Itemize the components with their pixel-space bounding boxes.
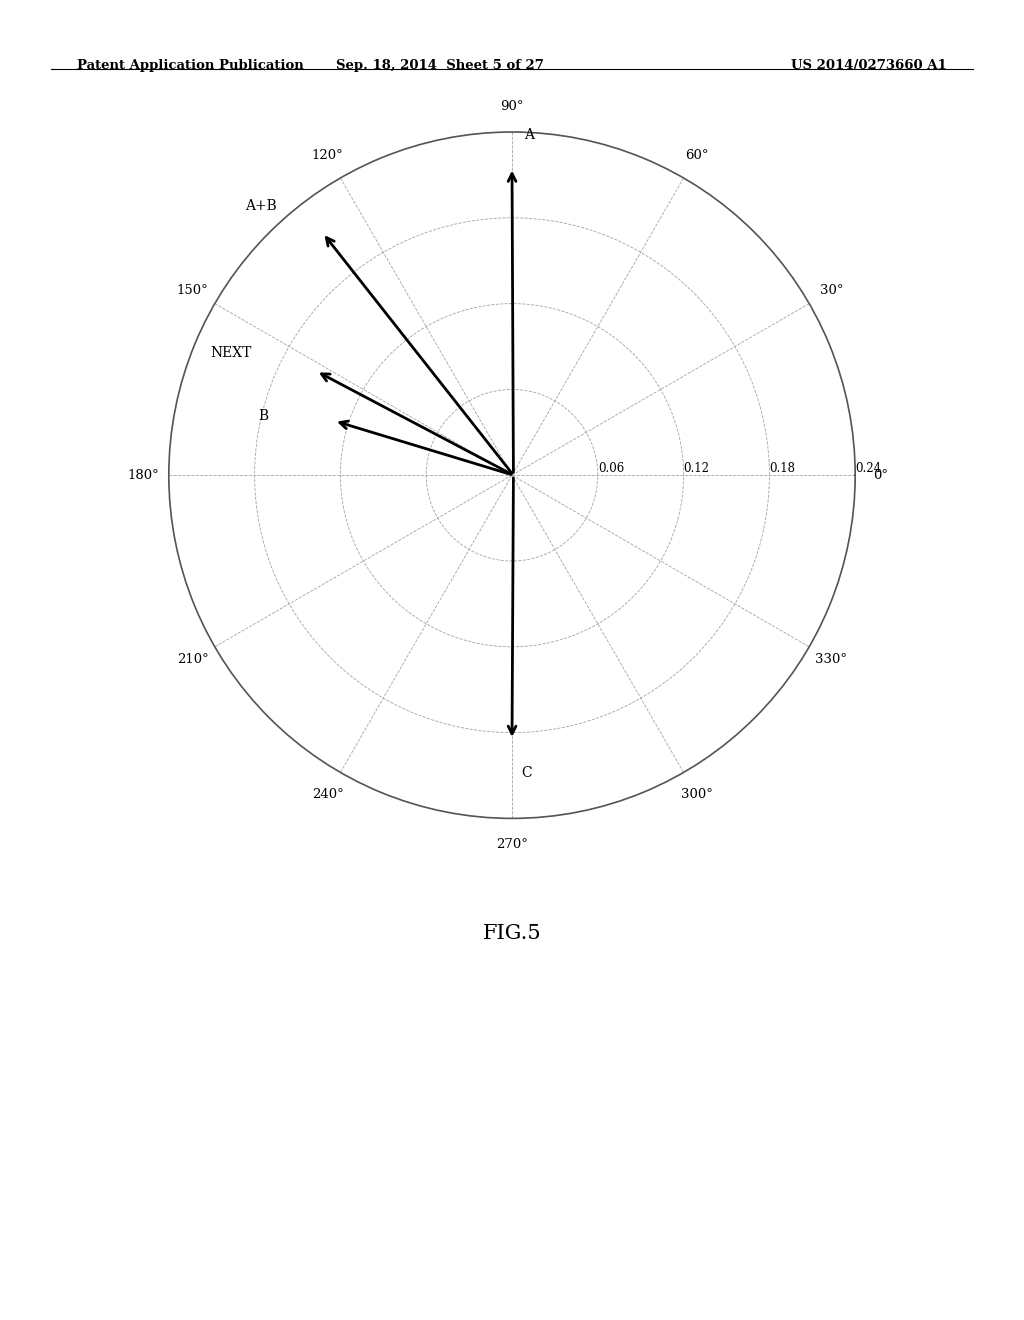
Text: FIG.5: FIG.5 [482, 924, 542, 942]
Text: B: B [258, 409, 268, 422]
Text: NEXT: NEXT [211, 346, 252, 360]
Text: A: A [524, 128, 535, 141]
Text: A+B: A+B [245, 199, 276, 213]
Text: Patent Application Publication: Patent Application Publication [77, 59, 303, 73]
Text: Sep. 18, 2014  Sheet 5 of 27: Sep. 18, 2014 Sheet 5 of 27 [336, 59, 545, 73]
Text: C: C [521, 766, 531, 780]
Text: US 2014/0273660 A1: US 2014/0273660 A1 [792, 59, 947, 73]
